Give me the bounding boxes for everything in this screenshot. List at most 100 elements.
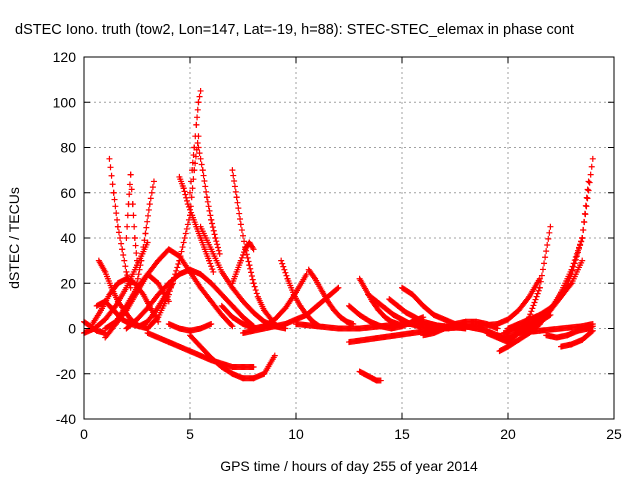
data-point: [181, 235, 188, 241]
data-point: [237, 221, 244, 228]
data-point: [588, 163, 595, 170]
data-point: [126, 181, 133, 188]
data-point: [233, 194, 240, 201]
data-point: [134, 275, 141, 282]
data-point: [109, 181, 116, 188]
data-point: [143, 224, 150, 231]
data-point: [174, 264, 181, 271]
data-point: [583, 203, 590, 210]
data-point: [127, 284, 134, 291]
data-point: [200, 172, 207, 179]
data-point: [281, 266, 288, 273]
series-track: [123, 171, 140, 264]
series-track: [543, 323, 596, 341]
data-point: [198, 161, 205, 168]
data-point: [112, 203, 119, 210]
data-point: [215, 247, 222, 254]
x-tick-label: 0: [80, 426, 88, 442]
data-point: [185, 216, 192, 223]
data-point: [117, 235, 124, 241]
data-point: [208, 216, 215, 223]
data-point: [196, 93, 203, 100]
data-point: [177, 253, 184, 260]
data-point: [280, 263, 287, 270]
data-point: [529, 305, 536, 312]
data-point: [202, 183, 209, 190]
data-point: [118, 240, 125, 247]
data-point: [530, 302, 537, 309]
series-track: [346, 275, 543, 346]
data-point: [181, 188, 188, 195]
data-point: [251, 283, 258, 290]
data-point: [125, 278, 132, 285]
y-tick-label: 80: [60, 140, 76, 156]
data-point: [197, 87, 204, 94]
series-track: [515, 320, 596, 337]
data-point: [585, 178, 592, 185]
data-point: [176, 257, 183, 264]
data-point: [149, 184, 156, 191]
data-point: [311, 274, 318, 281]
data-point: [180, 239, 187, 246]
data-point: [204, 198, 211, 205]
data-point: [171, 274, 178, 281]
data-point: [231, 183, 238, 190]
data-point: [187, 206, 193, 213]
data-point: [542, 254, 549, 261]
data-point: [536, 275, 543, 282]
y-tick-label: 120: [53, 49, 77, 65]
data-point: [589, 155, 596, 162]
data-point: [126, 191, 133, 198]
data-point: [543, 248, 550, 255]
data-point: [180, 185, 187, 192]
data-point: [581, 218, 588, 225]
x-tick-label: 10: [288, 426, 304, 442]
data-point: [207, 212, 214, 219]
data-point: [166, 288, 173, 295]
data-point: [145, 206, 152, 213]
data-point: [194, 106, 201, 113]
data-point: [583, 194, 590, 201]
series-track: [95, 257, 151, 332]
data-point: [150, 178, 157, 185]
data-point: [131, 235, 138, 241]
data-point: [187, 212, 193, 219]
data-point: [538, 272, 545, 279]
data-point: [525, 295, 532, 302]
data-point: [133, 250, 140, 257]
data-point: [216, 250, 223, 257]
data-point: [183, 225, 190, 232]
data-point: [214, 244, 221, 251]
data-point: [245, 258, 252, 265]
data-point: [201, 177, 208, 184]
data-point: [138, 257, 145, 264]
series-track: [195, 144, 223, 257]
series-track: [187, 332, 278, 382]
data-point: [546, 229, 553, 236]
data-point: [194, 139, 201, 146]
data-point: [184, 221, 191, 228]
series-track: [134, 178, 157, 287]
data-point: [209, 220, 216, 227]
data-point: [124, 223, 131, 230]
data-point: [108, 172, 115, 179]
data-point: [589, 327, 596, 334]
data-point: [236, 210, 243, 217]
data-point: [120, 251, 127, 258]
data-point: [571, 260, 578, 267]
data-point: [241, 249, 248, 256]
data-point: [248, 269, 255, 276]
data-point: [122, 263, 129, 270]
data-points: [81, 87, 596, 384]
data-point: [192, 160, 199, 167]
data-point: [248, 273, 255, 280]
data-point: [178, 248, 185, 255]
data-point: [173, 267, 180, 274]
data-point: [134, 280, 140, 287]
data-point: [228, 322, 235, 329]
data-point: [534, 290, 541, 297]
data-point: [240, 232, 246, 239]
chart-title: dSTEC Iono. truth (tow2, Lon=147, Lat=-1…: [15, 22, 574, 38]
series-track: [144, 330, 257, 370]
